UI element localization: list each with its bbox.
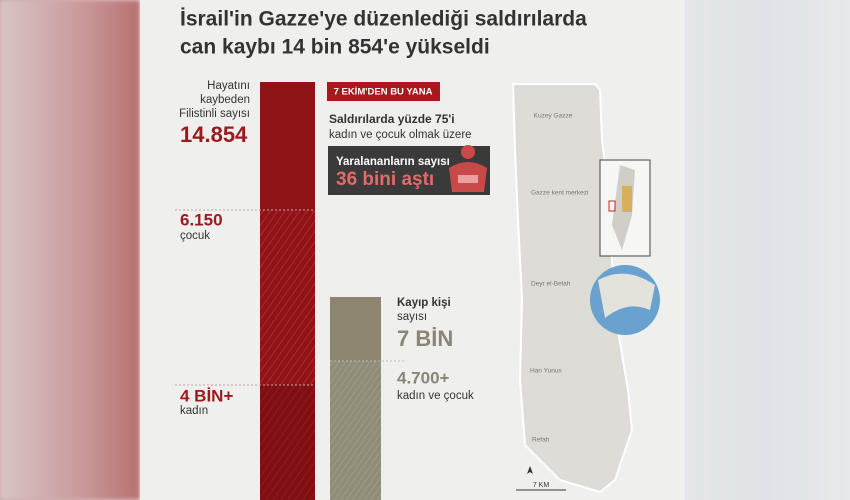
blur-left (0, 0, 140, 500)
map-label: Deyr el-Belah (531, 281, 571, 288)
label: Kayıp kişi (397, 297, 451, 309)
inset-highlight (608, 200, 616, 212)
injured-label: Yaralananların sayısı (336, 156, 450, 168)
blur-right (685, 0, 850, 500)
missing-sublabel: kadın ve çocuk (397, 390, 474, 402)
bar-segment (260, 210, 315, 385)
title-line: İsrail'in Gazze'ye düzenlediği saldırıla… (180, 8, 587, 31)
bar-segment (260, 385, 315, 500)
label: Hayatını (207, 80, 250, 92)
inset-region (622, 186, 632, 212)
map-label: Refah (532, 437, 550, 444)
title-line: can kaybı 14 bin 854'e yükseldi (180, 36, 490, 59)
north-arrow (527, 466, 533, 474)
bar-segment (330, 297, 381, 361)
globe-land (598, 273, 655, 318)
label: kaybeden (200, 94, 250, 106)
map-label: Han Yunus (530, 368, 562, 375)
children-value: 6.150 (180, 210, 223, 229)
label: Filistinli sayısı (179, 108, 250, 120)
children-label: çocuk (180, 230, 210, 242)
note: kadın ve çocuk olmak üzere (329, 129, 472, 141)
scale-label: 7 KM (533, 482, 550, 489)
total-value: 14.854 (180, 122, 248, 147)
map-label: Kuzey Gazze (534, 113, 573, 120)
bar-segment (260, 82, 315, 210)
note: Saldırılarda yüzde 75'i (329, 112, 455, 126)
injured-icon (449, 145, 487, 192)
women-label: kadın (180, 405, 208, 417)
badge-text: 7 EKİM'DEN BU YANA (334, 87, 433, 98)
label: sayısı (397, 311, 427, 323)
badge (327, 82, 440, 101)
bar-segment (330, 361, 381, 500)
injured-value: 36 bini aştı (336, 169, 434, 190)
missing-subvalue: 4.700+ (397, 368, 450, 387)
map-label: Gazze kent merkezi (531, 190, 588, 197)
missing-value: 7 BİN (397, 326, 453, 351)
women-value: 4 BİN+ (180, 386, 233, 405)
